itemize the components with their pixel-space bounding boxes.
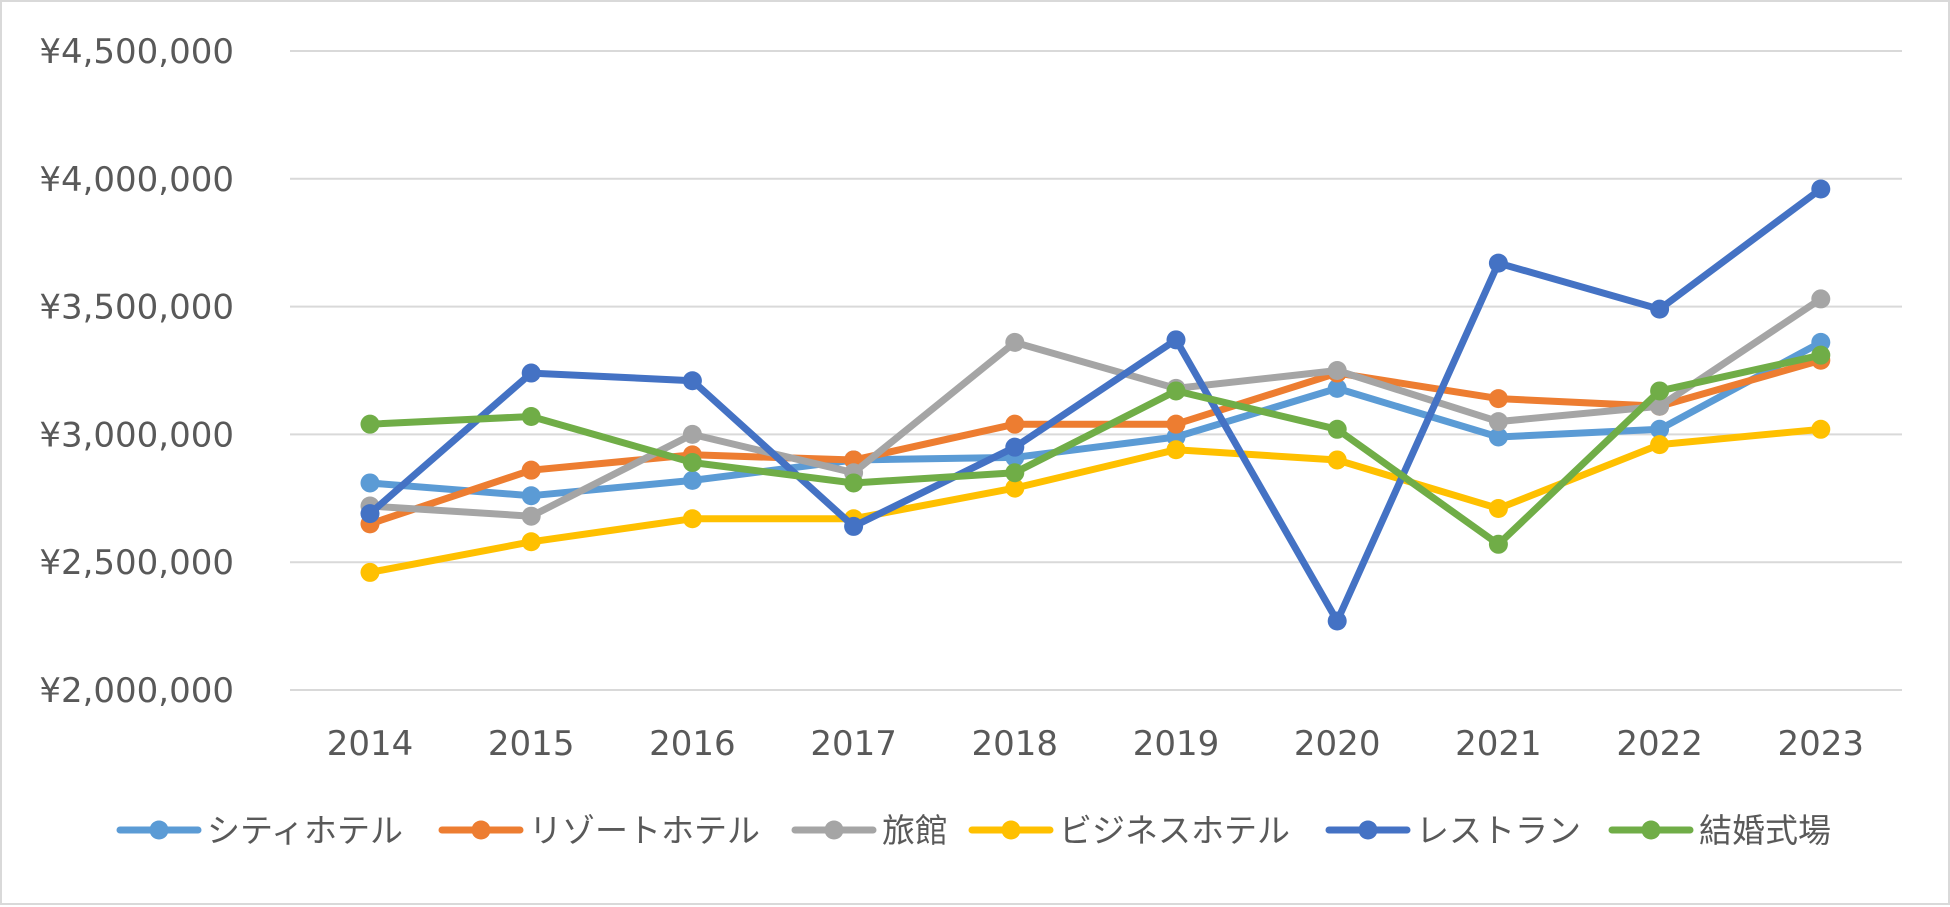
data-point bbox=[1005, 463, 1025, 483]
series-1 bbox=[360, 332, 1831, 506]
y-tick-label: ¥4,500,000 bbox=[39, 32, 234, 72]
data-point bbox=[1327, 378, 1347, 398]
legend-item: シティホテル bbox=[116, 811, 403, 850]
data-point bbox=[1811, 419, 1831, 439]
legend-label: リゾートホテル bbox=[529, 811, 760, 850]
legend-item: リゾートホテル bbox=[438, 811, 760, 850]
data-point bbox=[521, 363, 541, 383]
legend-marker bbox=[1001, 820, 1021, 840]
legend-marker bbox=[149, 820, 169, 840]
data-point bbox=[1650, 381, 1670, 401]
y-axis-ticks: ¥2,000,000 ¥2,500,000 ¥3,000,000 ¥3,500,000… bbox=[39, 32, 234, 711]
legend-marker bbox=[824, 820, 844, 840]
legend-marker bbox=[1641, 820, 1661, 840]
data-point bbox=[1488, 412, 1508, 432]
y-tick-label: ¥3,000,000 bbox=[39, 415, 234, 455]
series-line bbox=[366, 185, 1825, 625]
x-tick-label: 2015 bbox=[488, 724, 575, 764]
series-5 bbox=[360, 179, 1831, 631]
data-point bbox=[1327, 450, 1347, 470]
data-point bbox=[844, 473, 864, 493]
series-lines bbox=[360, 179, 1831, 631]
data-point bbox=[521, 506, 541, 526]
data-point bbox=[1488, 427, 1508, 447]
y-tick-label: ¥4,000,000 bbox=[39, 160, 234, 200]
data-point bbox=[682, 453, 702, 473]
data-point bbox=[1488, 253, 1508, 273]
data-point bbox=[1488, 499, 1508, 519]
legend-label: レストラン bbox=[1416, 811, 1581, 850]
x-tick-label: 2020 bbox=[1294, 724, 1381, 764]
data-point bbox=[1005, 414, 1025, 434]
data-point bbox=[682, 470, 702, 490]
legend-label: シティホテル bbox=[207, 811, 403, 850]
data-point bbox=[1166, 440, 1186, 460]
data-point bbox=[1005, 437, 1025, 457]
data-point bbox=[1650, 299, 1670, 319]
x-tick-label: 2016 bbox=[649, 724, 736, 764]
y-tick-label: ¥2,000,000 bbox=[39, 671, 234, 711]
data-point bbox=[360, 414, 380, 434]
data-point bbox=[1166, 414, 1186, 434]
legend-label: ビジネスホテル bbox=[1059, 811, 1290, 850]
data-point bbox=[682, 509, 702, 529]
data-point bbox=[1327, 419, 1347, 439]
data-point bbox=[360, 473, 380, 493]
data-point bbox=[1488, 534, 1508, 554]
legend-label: 旅館 bbox=[882, 811, 948, 850]
data-point bbox=[1488, 389, 1508, 409]
data-point bbox=[521, 532, 541, 552]
x-tick-label: 2019 bbox=[1133, 724, 1220, 764]
data-point bbox=[1811, 345, 1831, 365]
data-point bbox=[521, 460, 541, 480]
y-tick-label: ¥2,500,000 bbox=[39, 543, 234, 583]
x-axis-ticks: 2014 2015 2016 2017 2018 2019 2020 2021 2022 2023 bbox=[327, 724, 1864, 764]
legend: シティホテル リゾートホテル 旅館 ビジネスホテル レストラン 結婚式場 bbox=[116, 811, 1831, 850]
series-line bbox=[366, 295, 1825, 520]
data-point bbox=[844, 516, 864, 536]
x-tick-label: 2017 bbox=[810, 724, 897, 764]
data-point bbox=[682, 371, 702, 391]
y-tick-label: ¥3,500,000 bbox=[39, 288, 234, 328]
series-6 bbox=[360, 345, 1831, 554]
series-3 bbox=[360, 289, 1831, 526]
series-line bbox=[366, 351, 1825, 548]
data-point bbox=[1650, 419, 1670, 439]
legend-marker bbox=[1358, 820, 1378, 840]
series-line bbox=[366, 356, 1825, 528]
legend-marker bbox=[471, 820, 491, 840]
x-tick-label: 2018 bbox=[972, 724, 1059, 764]
series-line bbox=[366, 338, 1825, 500]
data-point bbox=[1811, 179, 1831, 199]
series-4 bbox=[360, 419, 1831, 582]
data-point bbox=[360, 562, 380, 582]
legend-item: ビジネスホテル bbox=[968, 811, 1290, 850]
x-tick-label: 2021 bbox=[1455, 724, 1542, 764]
legend-item: 結婚式場 bbox=[1608, 811, 1831, 850]
data-point bbox=[1650, 435, 1670, 455]
data-point bbox=[1650, 396, 1670, 416]
data-point bbox=[1005, 478, 1025, 498]
x-tick-label: 2022 bbox=[1616, 724, 1703, 764]
data-point bbox=[1166, 381, 1186, 401]
data-point bbox=[521, 407, 541, 427]
data-point bbox=[1166, 330, 1186, 350]
legend-item: レストラン bbox=[1325, 811, 1581, 850]
legend-item: 旅館 bbox=[791, 811, 948, 850]
data-point bbox=[682, 424, 702, 444]
data-point bbox=[521, 486, 541, 506]
legend-label: 結婚式場 bbox=[1699, 811, 1831, 850]
data-point bbox=[1327, 361, 1347, 380]
data-point bbox=[1811, 289, 1831, 309]
data-point bbox=[360, 504, 380, 524]
data-point bbox=[1005, 332, 1025, 352]
data-point bbox=[1327, 611, 1347, 631]
series-line bbox=[366, 425, 1825, 576]
x-tick-label: 2014 bbox=[327, 724, 414, 764]
x-tick-label: 2023 bbox=[1778, 724, 1865, 764]
